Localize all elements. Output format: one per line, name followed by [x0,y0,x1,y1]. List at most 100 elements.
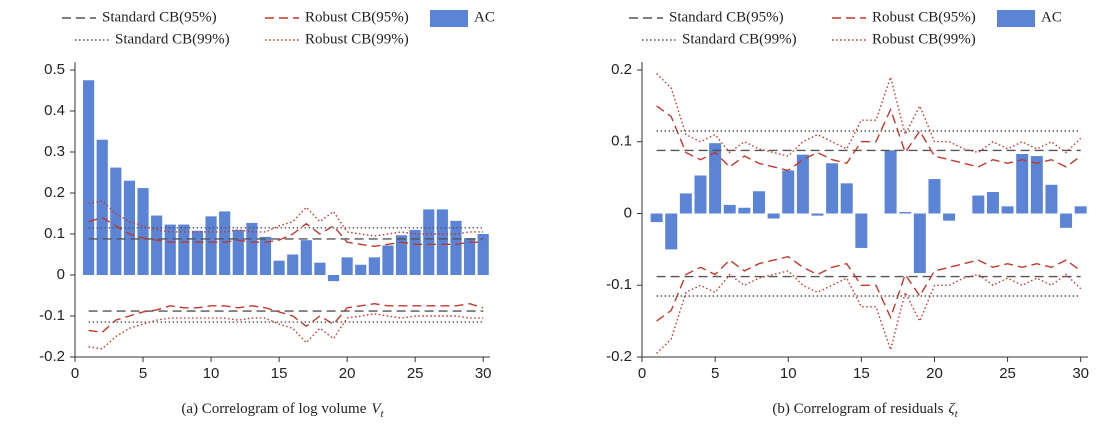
x-tick-label: 10 [780,365,797,382]
caption-subscript: t [955,408,959,420]
ac-bar [1074,206,1087,214]
ac-bar [436,209,448,275]
ac-bar [826,163,839,214]
caption: (a) Correlogram of log volume Vt [181,401,384,419]
ac-bar [314,262,326,275]
caption: (b) Correlogram of residuals ζt [772,401,958,419]
ac-bar [341,257,353,275]
ac-bar [259,236,272,275]
ac-bar [151,215,163,275]
confidence-band [88,216,484,248]
x-tick-label: 15 [853,365,870,382]
caption-symbol: V [371,401,382,417]
y-tick-label: 0.2 [611,61,632,78]
ac-bar [650,213,663,223]
legend-label: Standard CB(95%) [669,9,784,25]
ac-bar [723,204,736,214]
y-tick-label: 0.4 [44,102,65,119]
ac-bar [943,213,956,221]
y-tick-label: 0.3 [44,143,65,160]
ac-bar [1045,184,1058,214]
y-tick-label: 0.1 [44,225,65,242]
confidence-band [88,302,484,334]
ac-bar [368,257,380,275]
x-tick-label: 0 [638,365,646,382]
legend-label: Robust CB(99%) [305,31,409,47]
ac-bar [709,143,722,214]
confidence-band [656,73,1082,157]
ac-bar [986,191,999,214]
ac-bar [110,167,122,275]
ac-bar [232,229,244,275]
legend-label: Standard CB(99%) [682,31,797,47]
ac-bar [840,183,853,214]
x-tick-label: 30 [1072,365,1089,382]
ac-bar [450,220,462,275]
y-tick-label: -0.2 [39,348,65,365]
y-tick-label: 0.2 [44,184,65,201]
legend-label: Robust CB(95%) [305,9,409,25]
ac-bar [178,224,190,275]
ac-bar [83,80,95,275]
confidence-band [656,270,1082,354]
ac-bar [1001,206,1014,214]
ac-bar [694,175,707,214]
ac-bar [972,195,985,214]
ac-bar [477,234,489,275]
ac-bar [738,207,751,214]
y-tick-label: 0 [57,266,65,283]
ac-bar [1060,213,1073,228]
ac-bar [752,191,765,214]
legend-label: AC [1041,9,1062,25]
legend-label: Robust CB(99%) [872,31,976,47]
caption-text: (a) Correlogram of log volume [181,401,366,417]
ac-bar [796,154,809,214]
ac-bar [409,229,421,275]
ac-bar [899,212,912,214]
ac-bar [913,213,926,274]
y-tick-label: 0.1 [611,133,632,150]
ac-bar [423,209,435,275]
legend-swatch [430,10,468,27]
ac-bar [782,170,795,214]
ac-bar [464,238,476,275]
legend-swatch [997,10,1035,27]
caption-symbol: ζ [949,401,956,417]
x-tick-label: 5 [711,365,719,382]
ac-bar [884,150,897,214]
x-tick-label: 20 [926,365,943,382]
x-tick-label: 30 [475,365,492,382]
y-tick-label: -0.1 [39,307,65,324]
legend-label: Standard CB(95%) [102,9,217,25]
ac-bar [1016,153,1029,214]
ac-bar [855,213,868,248]
ac-bar [327,275,340,282]
x-tick-label: 25 [999,365,1016,382]
x-tick-label: 0 [71,365,79,382]
ac-bar [382,245,394,275]
y-tick-label: 0 [624,204,632,221]
ac-bar [300,240,312,275]
ac-bar [767,213,780,219]
legend-label: Standard CB(99%) [115,31,230,47]
ac-bar [137,188,149,275]
confidence-band [88,313,484,350]
x-tick-label: 25 [407,365,424,382]
ac-bar [1030,156,1043,214]
ac-bar [273,260,285,275]
confidence-band [656,255,1082,322]
ac-bar [164,224,176,275]
ac-bar [679,193,692,214]
legend-label: Robust CB(95%) [872,9,976,25]
ac-bar [811,213,824,216]
y-tick-label: -0.1 [606,276,632,293]
ac-bar [205,216,217,275]
ac-bar [287,254,299,275]
y-tick-label: -0.2 [606,348,632,365]
ac-bar [246,222,258,275]
ac-bar [395,235,408,275]
y-tick-label: 0.5 [44,61,65,78]
ac-bar [355,264,367,275]
x-tick-label: 5 [139,365,147,382]
